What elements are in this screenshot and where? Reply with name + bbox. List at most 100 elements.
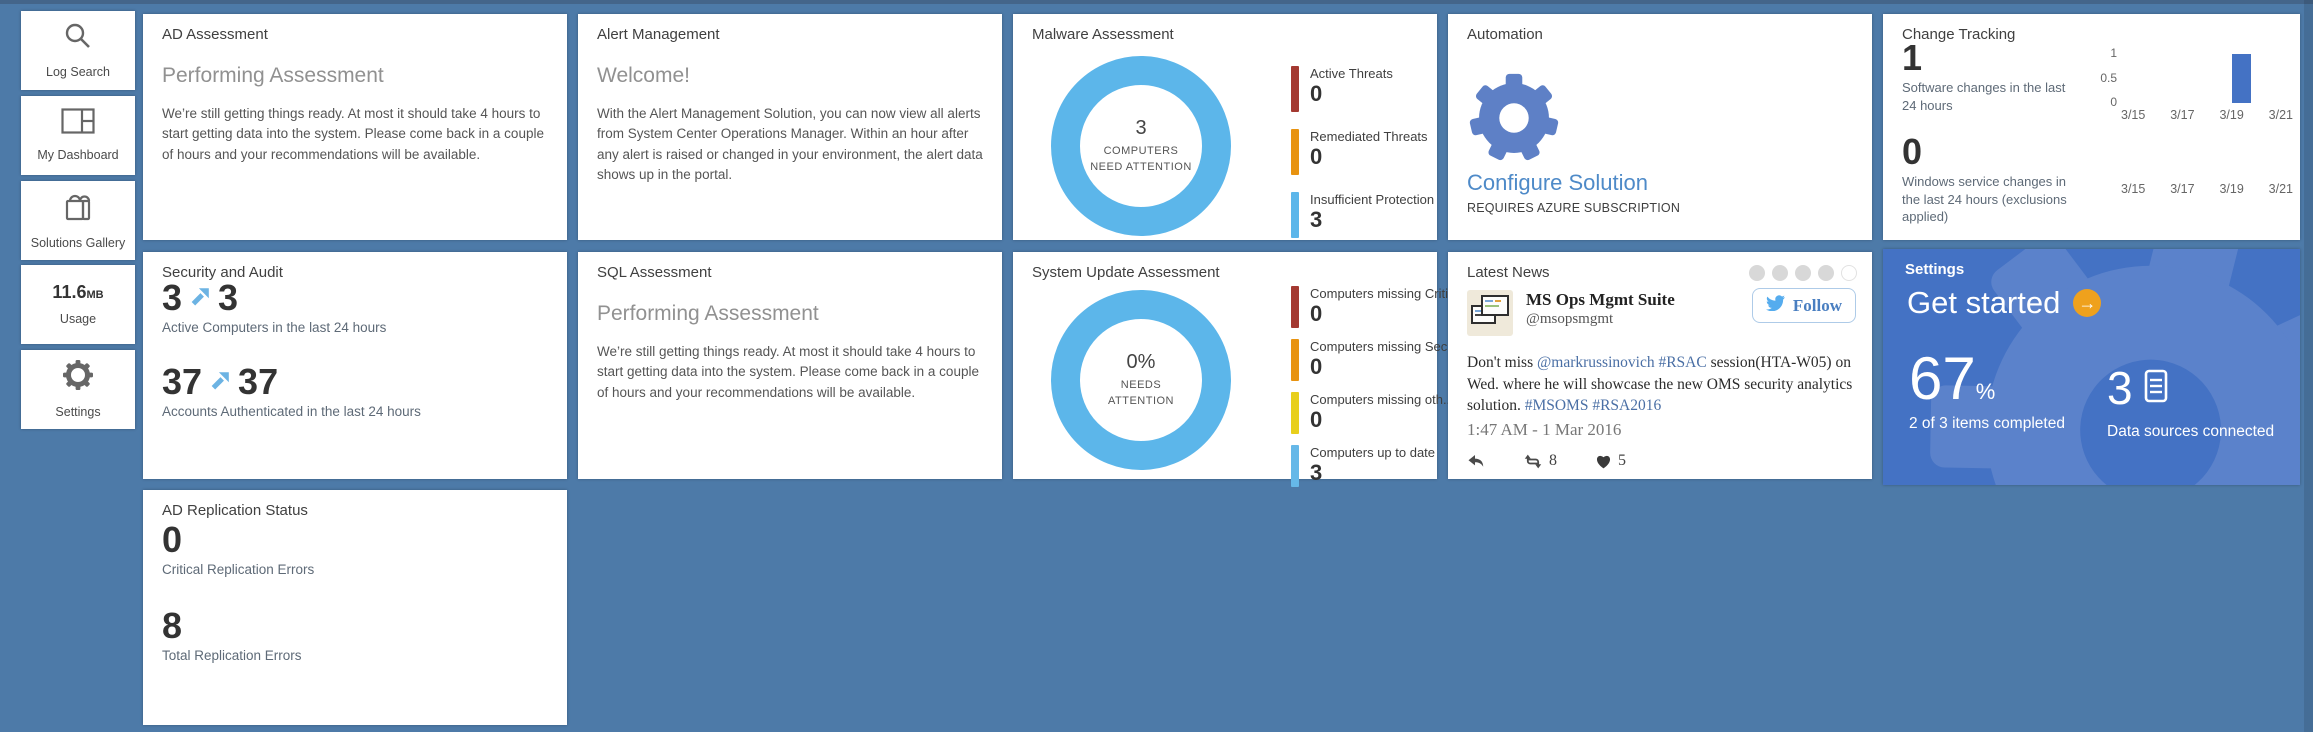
- tile-title: System Update Assessment: [1032, 264, 1220, 281]
- retweet-count: 8: [1549, 452, 1557, 469]
- service-changes-chart-axis: 3/15 3/17 3/19 3/21: [2121, 182, 2293, 196]
- tweet-hashtag-link[interactable]: #MSOMS: [1524, 397, 1589, 415]
- donut-value: 3: [1135, 116, 1147, 139]
- donut-center: 3 COMPUTERS NEED ATTENTION: [1089, 117, 1193, 176]
- software-changes-value: 1: [1902, 37, 1923, 78]
- tweet-text: Don't miss @markrussinovich #RSAC sessio…: [1467, 354, 1853, 415]
- tile-ad-replication-status[interactable]: AD Replication Status 0 Critical Replica…: [143, 490, 567, 725]
- change-tracking-stats: 1 Software changes in the last 24 hours …: [1902, 40, 2087, 246]
- welcome-heading: Welcome!: [597, 64, 690, 87]
- legend-item[interactable]: Computers missing Criti... 0: [1291, 286, 1459, 328]
- twitter-follow-button[interactable]: Follow: [1751, 288, 1856, 323]
- twitter-bird-icon: [1765, 295, 1785, 316]
- arrow-right-icon: →: [2073, 289, 2102, 317]
- malware-legend: Active Threats 0 Remediated Threats 0 In…: [1291, 66, 1434, 238]
- tile-change-tracking[interactable]: Change Tracking 1 Software changes in th…: [1883, 14, 2300, 240]
- tweet-timestamp[interactable]: 1:47 AM - 1 Mar 2016: [1467, 420, 1622, 439]
- tweet-actions: 8 5: [1467, 452, 1626, 470]
- tile-title: Change Tracking: [1902, 26, 2016, 43]
- legend-swatch: [1291, 129, 1299, 175]
- accounts-authenticated-stat: 37 37 Accounts Authenticated in the last…: [162, 361, 421, 420]
- tile-security-and-audit[interactable]: Security and Audit 3 3 Active Computers …: [143, 252, 567, 479]
- get-started-link[interactable]: Get started →: [1907, 285, 2102, 321]
- legend-item[interactable]: Remediated Threats 0: [1291, 129, 1434, 175]
- y-tick: 1: [2110, 46, 2117, 60]
- shopping-bag-icon: [63, 190, 93, 227]
- legend-item[interactable]: Computers missing Sec... 0: [1291, 339, 1459, 381]
- search-icon: [63, 21, 93, 56]
- carousel-dot[interactable]: [1749, 265, 1765, 281]
- sidebar-item-settings[interactable]: Settings: [21, 350, 135, 429]
- sidebar-item-label: Settings: [55, 404, 101, 419]
- tile-title: SQL Assessment: [597, 264, 712, 281]
- tweet-author-handle[interactable]: @msopsmgmt: [1526, 311, 1614, 327]
- service-changes-value: 0: [1902, 131, 1923, 173]
- configure-solution-link[interactable]: Configure Solution: [1467, 170, 1649, 195]
- tile-malware-assessment[interactable]: Malware Assessment 3 COMPUTERS NEED ATTE…: [1013, 14, 1437, 240]
- legend-swatch: [1291, 339, 1299, 381]
- carousel-dot[interactable]: [1841, 265, 1857, 281]
- tile-title: AD Replication Status: [162, 502, 308, 519]
- like-count: 5: [1618, 452, 1626, 469]
- tweet-hashtag-link[interactable]: #RSA2016: [1592, 397, 1662, 415]
- y-tick: 0: [2110, 95, 2117, 109]
- tweet-hashtag-link[interactable]: #RSAC: [1658, 354, 1707, 371]
- legend-swatch: [1291, 66, 1299, 112]
- sidebar-item-log-search[interactable]: Log Search: [21, 11, 135, 90]
- donut-center: 0% NEEDS ATTENTION: [1089, 351, 1193, 410]
- sidebar-item-solutions-gallery[interactable]: Solutions Gallery: [21, 181, 135, 260]
- tile-title: Malware Assessment: [1032, 26, 1174, 43]
- legend-item[interactable]: Insufficient Protection 3: [1291, 192, 1434, 238]
- malware-donut-chart[interactable]: 3 COMPUTERS NEED ATTENTION: [1051, 56, 1231, 236]
- tile-ad-assessment[interactable]: AD Assessment Performing Assessment We’r…: [143, 14, 567, 240]
- active-computers-stat: 3 3 Active Computers in the last 24 hour…: [162, 277, 387, 336]
- x-tick: 3/19: [2219, 108, 2244, 122]
- legend-item[interactable]: Active Threats 0: [1291, 66, 1434, 112]
- donut-label: COMPUTERS NEED ATTENTION: [1090, 144, 1192, 174]
- carousel-dot[interactable]: [1772, 265, 1788, 281]
- tile-system-update-assessment[interactable]: System Update Assessment 0% NEEDS ATTENT…: [1013, 252, 1459, 487]
- tweet-author-name[interactable]: MS Ops Mgmt Suite: [1526, 290, 1675, 309]
- gear-watermark-icon: [1883, 249, 2300, 485]
- x-tick: 3/21: [2268, 108, 2293, 122]
- tile-settings[interactable]: Settings Get started → 67% 2 of 3 items …: [1883, 249, 2300, 485]
- tweet-mention-link[interactable]: @markrussinovich: [1536, 354, 1655, 371]
- data-sources-stat: 3 Data sources connected: [2107, 362, 2275, 440]
- carousel-dot[interactable]: [1795, 265, 1811, 281]
- legend-swatch: [1291, 445, 1299, 487]
- bar-3-20: [2232, 54, 2251, 103]
- sidebar-item-label: Usage: [59, 311, 97, 326]
- tile-title: Latest News: [1467, 264, 1550, 281]
- tile-latest-news[interactable]: Latest News MS Ops Mgmt Suite @msopsmgmt…: [1448, 252, 1872, 479]
- retweet-button[interactable]: 8: [1523, 452, 1557, 470]
- sidebar-item-usage[interactable]: 11.6MB Usage: [21, 265, 135, 344]
- legend-item[interactable]: Computers missing oth... 0: [1291, 392, 1459, 434]
- x-axis: 3/15 3/17 3/19 3/21: [2121, 108, 2293, 122]
- assessment-message: We’re still getting things ready. At mos…: [597, 344, 979, 400]
- x-tick: 3/19: [2219, 182, 2244, 196]
- tile-sql-assessment[interactable]: SQL Assessment Performing Assessment We’…: [578, 252, 1002, 479]
- subscription-note: REQUIRES AZURE SUBSCRIPTION: [1467, 201, 1681, 215]
- welcome-message: With the Alert Management Solution, you …: [597, 106, 983, 182]
- completion-stat: 67% 2 of 3 items completed: [1909, 345, 2065, 433]
- like-button[interactable]: 5: [1595, 452, 1626, 470]
- carousel-dot[interactable]: [1818, 265, 1834, 281]
- trend-up-icon: [209, 369, 231, 396]
- y-tick: 0.5: [2100, 71, 2117, 85]
- sidebar-item-label: My Dashboard: [37, 147, 119, 162]
- reply-button[interactable]: [1467, 453, 1485, 469]
- sidebar-item-label: Solutions Gallery: [30, 235, 126, 250]
- tweet-avatar[interactable]: [1467, 290, 1513, 336]
- trend-up-icon: [189, 285, 211, 312]
- update-legend: Computers missing Criti... 0 Computers m…: [1291, 286, 1459, 487]
- legend-item[interactable]: Computers up to date 3: [1291, 445, 1459, 487]
- tile-alert-management[interactable]: Alert Management Welcome! With the Alert…: [578, 14, 1002, 240]
- scrollbar-track[interactable]: [2304, 0, 2313, 732]
- assessment-status: Performing Assessment: [162, 64, 384, 87]
- x-tick: 3/15: [2121, 108, 2146, 122]
- sidebar-item-label: Log Search: [46, 64, 110, 79]
- update-donut-chart[interactable]: 0% NEEDS ATTENTION: [1051, 290, 1231, 470]
- tile-title: Security and Audit: [162, 264, 283, 281]
- tile-automation[interactable]: Automation Configure Solution REQUIRES A…: [1448, 14, 1872, 240]
- sidebar-item-my-dashboard[interactable]: My Dashboard: [21, 96, 135, 175]
